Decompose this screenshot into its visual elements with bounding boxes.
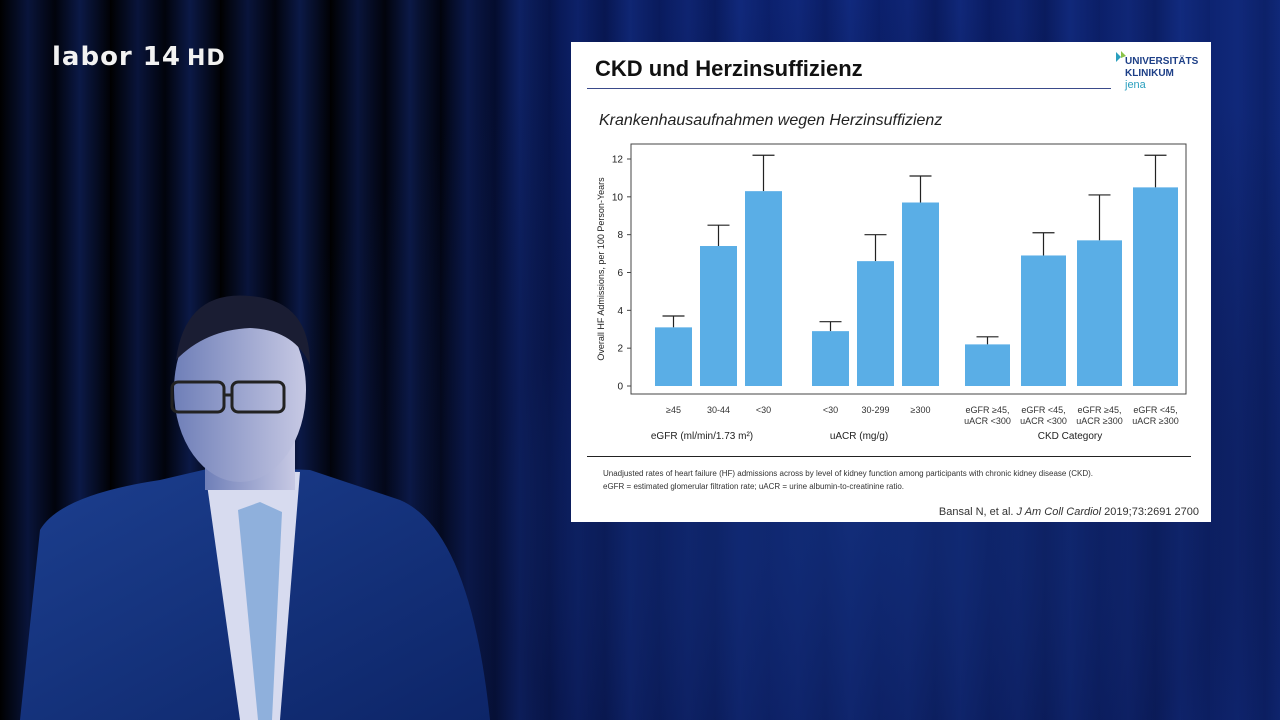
title-divider [587, 88, 1111, 89]
x-tick-label-line2: uACR <300 [1020, 416, 1067, 426]
x-tick-label: eGFR <45, [1133, 405, 1177, 415]
broadcast-logo-brand: labor 14 [52, 42, 181, 72]
reference-authors: Bansal N, et al. [938, 506, 1014, 518]
speaker-silhouette [20, 295, 490, 720]
reference-journal: J Am Coll Cardiol [1016, 506, 1102, 518]
bar [700, 246, 737, 386]
x-tick-label: <30 [823, 405, 838, 415]
x-tick-label: eGFR ≥45, [1078, 405, 1122, 415]
presentation-slide: CKD und Herzinsuffizienz UNIVERSITÄTS KL… [571, 42, 1211, 522]
group-label: CKD Category [1038, 431, 1102, 442]
x-tick-label: eGFR <45, [1021, 405, 1065, 415]
slide-title: CKD und Herzinsuffizienz [595, 56, 863, 81]
broadcast-logo-badge: HD [187, 46, 226, 71]
bar [1077, 240, 1122, 386]
bar [965, 344, 1010, 386]
group-label: eGFR (ml/min/1.73 m²) [651, 431, 753, 442]
caption-divider [587, 456, 1191, 457]
y-tick-label: 2 [617, 344, 623, 355]
university-logo-line2: KLINIKUM [1125, 68, 1174, 79]
bar [1021, 255, 1066, 386]
x-tick-label: <30 [756, 405, 771, 415]
x-tick-label: 30-44 [707, 405, 730, 415]
university-logo-icon [1116, 51, 1126, 62]
bar [902, 202, 939, 386]
y-tick-label: 10 [612, 192, 624, 203]
bar [857, 261, 894, 386]
bar [812, 331, 849, 386]
y-tick-label: 4 [617, 306, 623, 317]
university-logo-line1: UNIVERSITÄTS [1125, 56, 1199, 67]
chart-subtitle: Krankenhausaufnahmen wegen Herzinsuffizi… [599, 112, 943, 129]
y-tick-label: 0 [617, 382, 623, 393]
hf-admissions-bar-chart: 0 2 4 6 8 10 12 Overall HF Admissions, per 100 … [596, 143, 1187, 442]
y-tick-label: 6 [617, 268, 623, 279]
x-tick-label-line2: uACR ≥300 [1132, 416, 1178, 426]
caption-line-1: Unadjusted rates of heart failure (HF) a… [603, 469, 1093, 478]
university-logo: UNIVERSITÄTS KLINIKUM jena [1115, 46, 1209, 96]
x-tick-label: ≥300 [911, 405, 931, 415]
bar [745, 191, 782, 386]
y-tick-label: 8 [617, 230, 623, 241]
x-tick-label: 30-299 [861, 405, 889, 415]
plot-frame [630, 143, 1187, 395]
figure-caption: Unadjusted rates of heart failure (HF) a… [603, 467, 1193, 493]
x-tick-label: ≥45 [666, 405, 681, 415]
x-tick-label-line2: uACR <300 [964, 416, 1011, 426]
university-logo-line3: jena [1125, 79, 1146, 91]
broadcast-logo: labor 14 HD [52, 42, 226, 72]
bar [1133, 187, 1178, 386]
reference-detail: 2019;73:2691 2700 [1104, 506, 1199, 518]
group-label: uACR (mg/g) [830, 431, 888, 442]
y-tick-label: 12 [612, 155, 624, 166]
y-axis-label: Overall HF Admissions, per 100 Person-Ye… [596, 177, 606, 361]
x-tick-label: eGFR ≥45, [966, 405, 1010, 415]
x-tick-label-line2: uACR ≥300 [1076, 416, 1122, 426]
caption-line-2: eGFR = estimated glomerular filtration r… [603, 482, 905, 491]
reference: Bansal N, et al. J Am Coll Cardiol 2019;… [939, 506, 1199, 518]
bar [655, 327, 692, 386]
